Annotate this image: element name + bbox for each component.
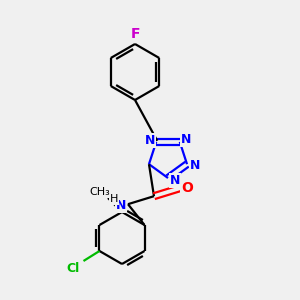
Text: N: N bbox=[190, 159, 200, 172]
Text: N: N bbox=[181, 133, 191, 146]
Text: N: N bbox=[116, 199, 126, 212]
Text: F: F bbox=[130, 27, 140, 41]
Text: Cl: Cl bbox=[67, 262, 80, 275]
Text: O: O bbox=[181, 181, 193, 195]
Text: H: H bbox=[110, 194, 118, 204]
Text: N: N bbox=[170, 173, 180, 187]
Text: N: N bbox=[145, 134, 155, 147]
Text: CH₃: CH₃ bbox=[90, 187, 110, 197]
